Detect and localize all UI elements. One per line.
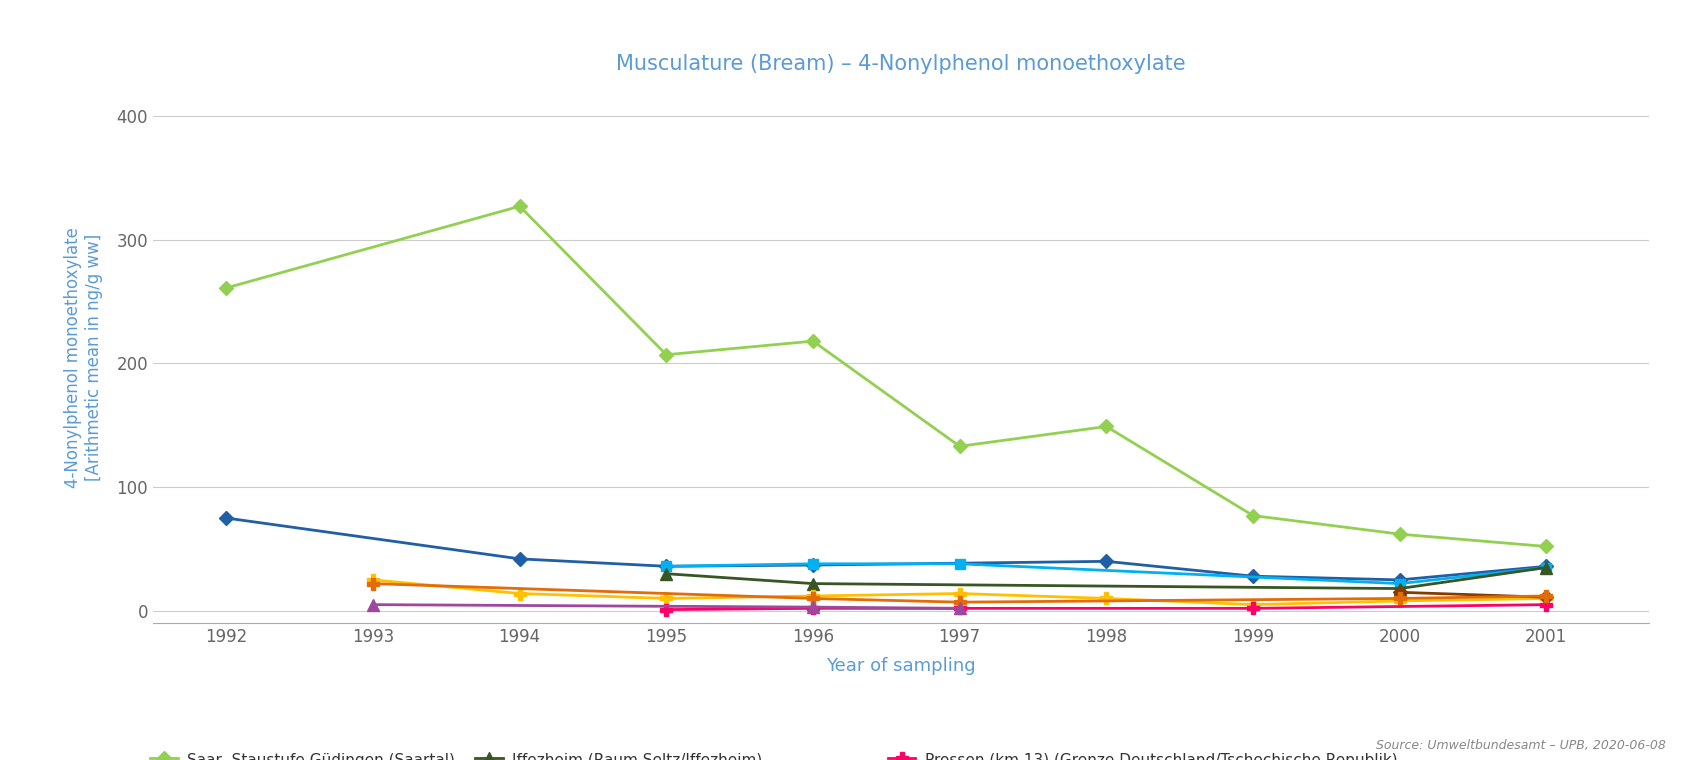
Saar, Staustufe Rehlingen (Saartal) [1096, 557, 1117, 566]
Weil (km 174) (Oberrhein) [1537, 563, 1557, 572]
Saar, Staustufe Rehlingen (Saartal) [802, 560, 823, 569]
Barby (km 296) (Unterhalb Saalemündung) [1389, 594, 1409, 603]
Saar, Staustufe Güdingen (Saartal) [656, 350, 677, 359]
Bimmen (km 865) (Niederrhein) [1389, 587, 1409, 597]
Weil (km 174) (Oberrhein) [656, 562, 677, 571]
Saar, Staustufe Güdingen (Saartal) [950, 442, 971, 451]
Barby (km 296) (Unterhalb Saalemündung) [802, 594, 823, 603]
Line: Bimmen (km 865) (Niederrhein): Bimmen (km 865) (Niederrhein) [1394, 587, 1550, 602]
Prossen (km 13) (Grenze Deutschland/Tschechische Republik) [1243, 603, 1263, 613]
Title: Musculature (Bream) – 4-Nonylphenol monoethoxylate: Musculature (Bream) – 4-Nonylphenol mono… [615, 55, 1187, 74]
Line: Saar, Staustufe Rehlingen (Saartal): Saar, Staustufe Rehlingen (Saartal) [221, 513, 1550, 584]
Koblenz (km 590.3) (Oberhalb Moselmündung) [1537, 594, 1557, 603]
Iffezheim (Raum Seltz/Iffezheim) [656, 569, 677, 578]
Saar, Staustufe Güdingen (Saartal) [1096, 422, 1117, 431]
Prossen (km 13) (Grenze Deutschland/Tschechische Republik) [1537, 600, 1557, 610]
Iffezheim (Raum Seltz/Iffezheim) [802, 579, 823, 588]
Prossen (km 13) (Grenze Deutschland/Tschechische Republik) [802, 603, 823, 613]
Saar, Staustufe Güdingen (Saartal) [216, 283, 236, 293]
Line: Barby (km 296) (Unterhalb Saalemündung): Barby (km 296) (Unterhalb Saalemündung) [367, 578, 1552, 608]
Koblenz (km 590.3) (Oberhalb Moselmündung) [950, 589, 971, 598]
Weil (km 174) (Oberrhein) [950, 559, 971, 568]
Line: Weil (km 174) (Oberrhein): Weil (km 174) (Oberrhein) [661, 559, 1550, 588]
Bimmen (km 865) (Niederrhein) [1537, 593, 1557, 602]
Text: Source: Umweltbundesamt – UPB, 2020-06-08: Source: Umweltbundesamt – UPB, 2020-06-0… [1375, 739, 1666, 752]
Line: Blankenese (km 634) (Unterelbe): Blankenese (km 634) (Unterelbe) [367, 599, 966, 614]
Prossen (km 13) (Grenze Deutschland/Tschechische Republik) [656, 605, 677, 614]
Saar, Staustufe Rehlingen (Saartal) [1537, 562, 1557, 571]
Saar, Staustufe Güdingen (Saartal) [802, 337, 823, 346]
Koblenz (km 590.3) (Oberhalb Moselmündung) [1389, 597, 1409, 606]
Saar, Staustufe Rehlingen (Saartal) [510, 554, 530, 563]
Koblenz (km 590.3) (Oberhalb Moselmündung) [362, 575, 382, 584]
Saar, Staustufe Rehlingen (Saartal) [656, 562, 677, 571]
Saar, Staustufe Güdingen (Saartal) [1243, 511, 1263, 520]
Koblenz (km 590.3) (Oberhalb Moselmündung) [656, 594, 677, 603]
Koblenz (km 590.3) (Oberhalb Moselmündung) [1096, 594, 1117, 603]
Koblenz (km 590.3) (Oberhalb Moselmündung) [1243, 600, 1263, 610]
Blankenese (km 634) (Unterelbe) [802, 603, 823, 612]
Blankenese (km 634) (Unterelbe) [362, 600, 382, 610]
Saar, Staustufe Güdingen (Saartal) [510, 201, 530, 211]
Saar, Staustufe Güdingen (Saartal) [1389, 530, 1409, 539]
Barby (km 296) (Unterhalb Saalemündung) [950, 597, 971, 606]
Barby (km 296) (Unterhalb Saalemündung) [362, 579, 382, 588]
Iffezheim (Raum Seltz/Iffezheim) [1537, 563, 1557, 572]
Weil (km 174) (Oberrhein) [1389, 579, 1409, 588]
Legend: Saar, Staustufe Güdingen (Saartal), Saar, Staustufe Rehlingen (Saartal), Weil (k: Saar, Staustufe Güdingen (Saartal), Saar… [146, 748, 1402, 760]
Koblenz (km 590.3) (Oberhalb Moselmündung) [802, 591, 823, 600]
Line: Koblenz (km 590.3) (Oberhalb Moselmündung): Koblenz (km 590.3) (Oberhalb Moselmündun… [367, 575, 1552, 610]
Line: Prossen (km 13) (Grenze Deutschland/Tschechische Republik): Prossen (km 13) (Grenze Deutschland/Tsch… [661, 599, 1552, 615]
Prossen (km 13) (Grenze Deutschland/Tschechische Republik) [950, 603, 971, 613]
X-axis label: Year of sampling: Year of sampling [826, 657, 976, 675]
Saar, Staustufe Rehlingen (Saartal) [216, 514, 236, 523]
Saar, Staustufe Güdingen (Saartal) [1537, 542, 1557, 551]
Line: Saar, Staustufe Güdingen (Saartal): Saar, Staustufe Güdingen (Saartal) [221, 201, 1550, 551]
Line: Iffezheim (Raum Seltz/Iffezheim): Iffezheim (Raum Seltz/Iffezheim) [661, 562, 1552, 594]
Barby (km 296) (Unterhalb Saalemündung) [1537, 591, 1557, 600]
Iffezheim (Raum Seltz/Iffezheim) [1389, 584, 1409, 593]
Y-axis label: 4-Nonylphenol monoethoxylate
[Arithmetic mean in ng/g ww]: 4-Nonylphenol monoethoxylate [Arithmetic… [65, 226, 102, 488]
Koblenz (km 590.3) (Oberhalb Moselmündung) [510, 589, 530, 598]
Saar, Staustufe Rehlingen (Saartal) [1389, 575, 1409, 584]
Weil (km 174) (Oberrhein) [802, 559, 823, 568]
Saar, Staustufe Rehlingen (Saartal) [1243, 572, 1263, 581]
Blankenese (km 634) (Unterelbe) [950, 603, 971, 613]
